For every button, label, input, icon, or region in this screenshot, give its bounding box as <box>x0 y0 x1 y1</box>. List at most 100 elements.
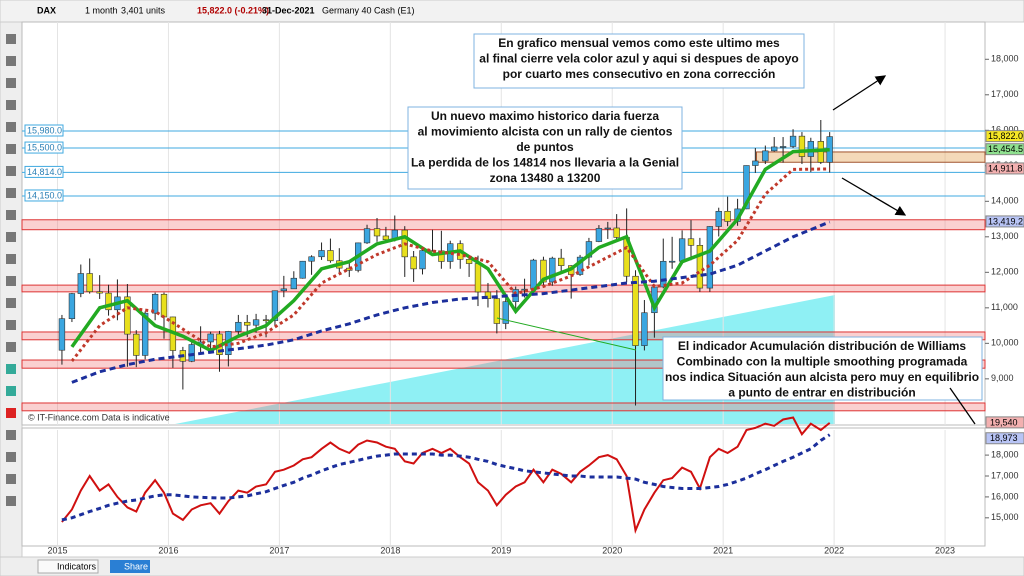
candle-body <box>133 333 140 356</box>
candle-body <box>188 344 195 362</box>
tool-icon[interactable] <box>6 144 16 154</box>
candle-body <box>290 277 297 290</box>
tool-icon[interactable] <box>6 100 16 110</box>
tool-icon[interactable] <box>6 232 16 242</box>
candle-body <box>779 146 787 148</box>
candle-body <box>660 260 667 288</box>
annotation-box <box>662 336 983 401</box>
x-tick-label: 2021 <box>713 545 733 555</box>
footer-bar <box>0 556 1024 576</box>
units[interactable]: 3,401 units <box>121 5 166 15</box>
tool-icon[interactable] <box>6 430 16 440</box>
candle-body <box>160 293 168 318</box>
level-label: 14,814.0 <box>27 167 62 177</box>
candle-body <box>474 263 482 293</box>
level-label: 14,150.0 <box>27 190 62 200</box>
candle-body <box>641 312 648 346</box>
indicators-label[interactable]: Indicators <box>57 561 97 571</box>
candle-body <box>558 257 565 266</box>
candle-body <box>318 250 325 258</box>
candle-body <box>678 238 686 262</box>
annotation-text: Combinado con la multiple smoothing prog… <box>677 355 968 369</box>
candle-body <box>105 292 112 311</box>
tool-icon[interactable] <box>6 56 16 66</box>
price-tag <box>985 130 1024 143</box>
candle-body <box>299 260 306 279</box>
y-tick-label: 10,000 <box>991 338 1019 348</box>
share-label[interactable]: Share <box>124 561 148 571</box>
candle-body <box>86 273 93 293</box>
trend-line <box>496 317 637 351</box>
tool-icon[interactable] <box>6 364 16 374</box>
plot: 15,980.0 15,500.0 14,814.0 14,150.0 9,000 10,… <box>21 22 1024 555</box>
candle-body <box>124 296 131 335</box>
candle-body <box>530 259 537 290</box>
x-tick-label: 2017 <box>269 545 289 555</box>
tool-icon[interactable] <box>6 474 16 484</box>
candle-body <box>706 226 714 289</box>
instrument: Germany 40 Cash (E1) <box>322 5 415 15</box>
tool-icon[interactable] <box>6 298 16 308</box>
tool-icon[interactable] <box>6 188 16 198</box>
x-tick-label: 2019 <box>491 545 511 555</box>
tool-icon[interactable] <box>6 34 16 44</box>
tool-icon[interactable] <box>6 122 16 132</box>
quote: 15,822.0 (-0.21%) <box>197 5 269 15</box>
candle-body <box>363 228 371 244</box>
symbol[interactable]: DAX <box>37 5 56 15</box>
date: 31-Dec-2021 <box>262 5 315 15</box>
indicators-button[interactable] <box>37 559 99 574</box>
annotation-text: por cuarto mes consecutivo en zona corre… <box>503 67 776 81</box>
annotation-text: al movimiento alcista con un rally de ci… <box>418 125 673 139</box>
tool-icon[interactable] <box>6 386 16 396</box>
candle-body <box>696 245 704 289</box>
candle-body <box>724 210 731 222</box>
y-tick-label: 18,000 <box>991 54 1019 64</box>
candle-body <box>262 319 270 322</box>
x-tick-label: 2015 <box>47 545 67 555</box>
tool-icon[interactable] <box>6 166 16 176</box>
level-tag <box>24 124 64 137</box>
candle-body <box>327 250 334 262</box>
indicator-panel <box>21 427 986 547</box>
annotation-text: La perdida de los 14814 nos llevaria a l… <box>411 156 679 170</box>
y-tick-label: 18,000 <box>991 449 1019 459</box>
tool-icon[interactable] <box>6 342 16 352</box>
candle-body <box>743 165 750 210</box>
candle-body <box>549 257 556 283</box>
candle-body <box>502 301 509 324</box>
level-tag <box>24 189 64 202</box>
candle-body <box>68 293 76 319</box>
watermark: © IT-Finance.com Data is indicative <box>28 412 170 422</box>
tool-icon[interactable] <box>6 78 16 88</box>
zone <box>21 219 986 231</box>
annotation-text: El indicador Acumulación distribución de… <box>678 339 966 353</box>
candle-body <box>632 275 639 346</box>
tool-icon[interactable] <box>6 452 16 462</box>
tool-icon[interactable] <box>6 210 16 220</box>
tool-icon[interactable] <box>6 276 16 286</box>
candle-body <box>77 273 84 294</box>
candle-body <box>687 238 695 246</box>
value-tag-label: 18,973 <box>990 433 1018 443</box>
level-label: 15,500.0 <box>27 142 62 152</box>
tool-icon[interactable] <box>6 408 16 418</box>
annotation-text: al final cierre vela color azul y aqui s… <box>479 52 798 66</box>
tool-icon[interactable] <box>6 254 16 264</box>
annotation-text: En grafico mensual vemos como este ultim… <box>498 36 780 50</box>
value-tag <box>985 416 1024 429</box>
tool-icon[interactable] <box>6 320 16 330</box>
y-tick-label: 17,000 <box>991 89 1019 99</box>
tool-icon[interactable] <box>6 496 16 506</box>
timeframe[interactable]: 1 month <box>85 5 118 15</box>
share-button[interactable] <box>110 560 150 573</box>
support-box <box>755 151 986 163</box>
candle-body <box>493 298 501 324</box>
annotation-box <box>407 106 683 190</box>
candle-body <box>595 228 603 242</box>
candle-body <box>798 135 806 157</box>
x-tick-label: 2018 <box>380 545 400 555</box>
arrows <box>496 75 976 425</box>
y-tick-label: 13,000 <box>991 231 1019 241</box>
